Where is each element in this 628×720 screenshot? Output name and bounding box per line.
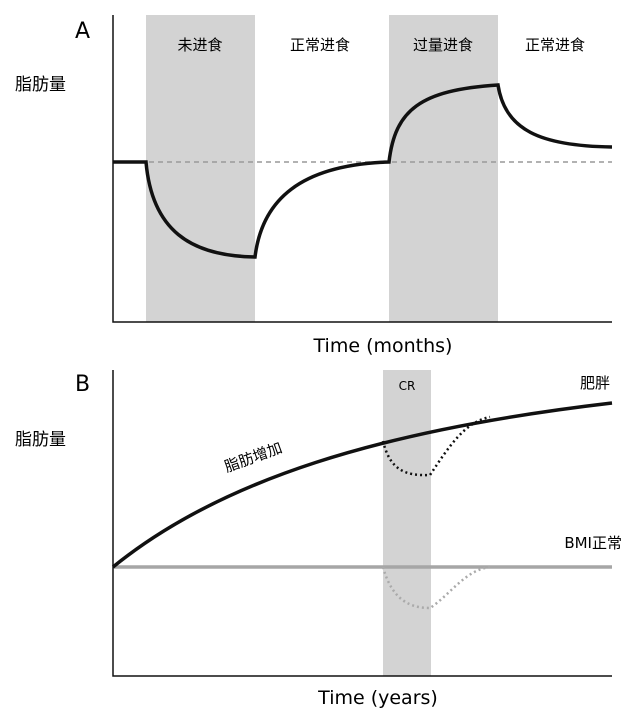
axes xyxy=(112,370,612,677)
cr-label: CR xyxy=(399,379,416,393)
normal-cr-curve xyxy=(381,565,491,610)
shade-overfeeding xyxy=(389,15,498,322)
phase-label: 过量进食 xyxy=(413,36,473,54)
phase-label: 未进食 xyxy=(177,36,222,54)
gain-curve xyxy=(111,401,613,569)
normal-label: BMI正常 xyxy=(564,534,622,552)
axes xyxy=(112,15,612,323)
panel-label: B xyxy=(75,372,90,397)
phase-label: 正常进食 xyxy=(525,36,585,54)
obese-label: 肥胖 xyxy=(580,374,610,392)
x-label: Time (months) xyxy=(313,335,453,357)
shade-fasting xyxy=(146,15,255,322)
panel-b: B 脂肪量 CR 肥胖 脂肪增加 BMI正常 Time (years) xyxy=(15,370,622,709)
panel-label: A xyxy=(75,19,90,44)
fat-curve xyxy=(113,83,613,259)
x-label: Time (years) xyxy=(317,687,438,709)
shade-cr xyxy=(383,370,431,676)
panel-a: A 脂肪量 未进食 正常进食 过量进食 正常进食 Time (months) xyxy=(15,15,613,357)
phase-label: 正常进食 xyxy=(290,36,350,54)
y-label: 脂肪量 xyxy=(15,75,66,95)
gain-label: 脂肪增加 xyxy=(222,439,285,476)
y-label: 脂肪量 xyxy=(15,430,66,450)
